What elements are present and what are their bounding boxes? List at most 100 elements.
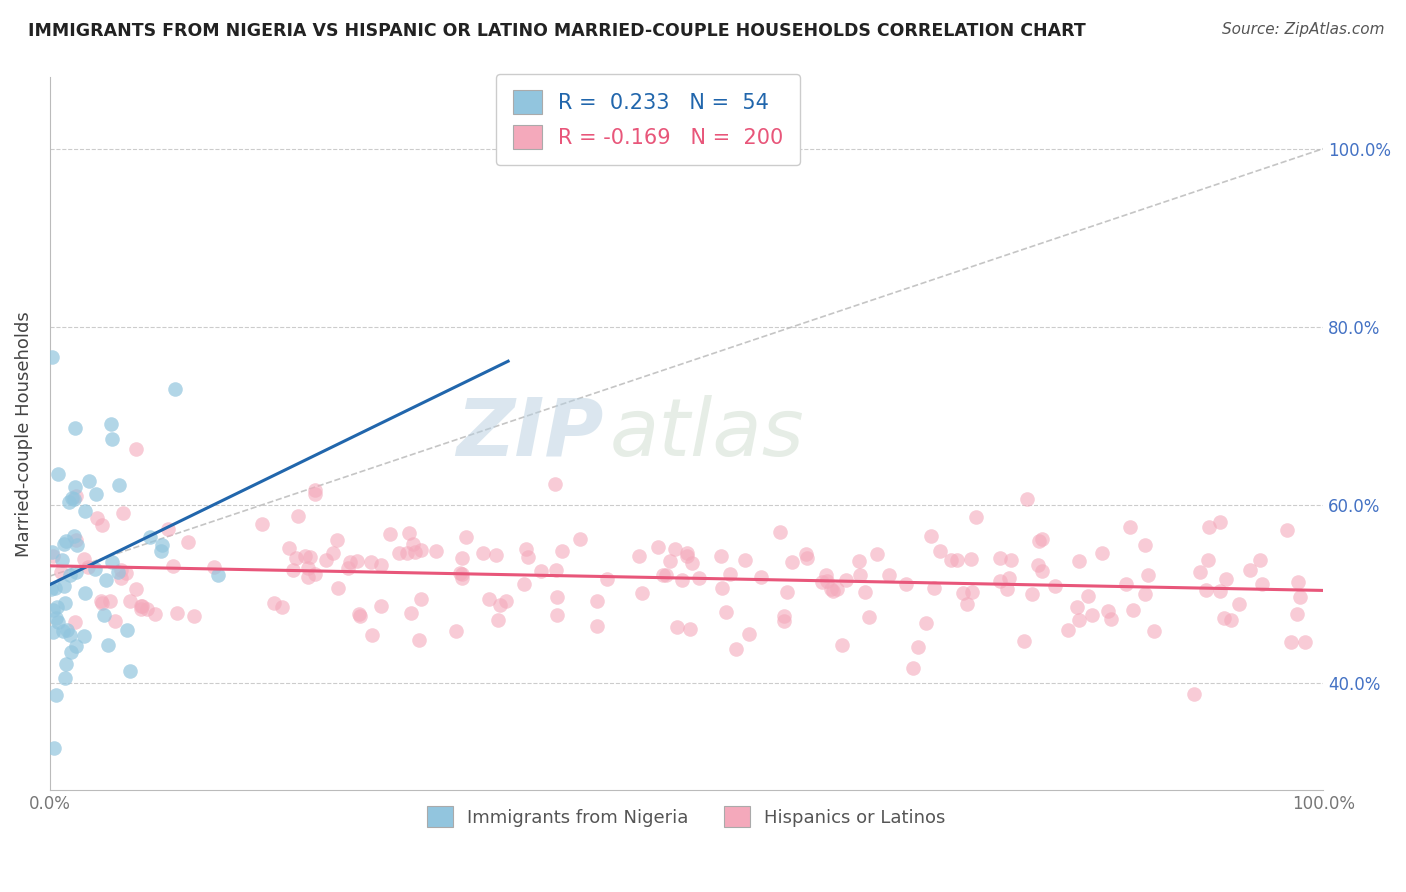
Point	[183, 609, 205, 624]
Point	[1279, 634, 1302, 648]
Point	[129, 602, 152, 616]
Point	[679, 622, 702, 636]
Point	[346, 553, 368, 567]
Point	[120, 593, 142, 607]
Point	[77, 559, 100, 574]
Point	[815, 574, 838, 588]
Point	[63, 480, 86, 494]
Point	[125, 582, 148, 596]
Text: ZIP: ZIP	[457, 394, 603, 473]
Point	[46, 467, 69, 482]
Point	[485, 548, 508, 562]
Point	[100, 417, 122, 431]
Point	[945, 553, 967, 567]
Point	[100, 432, 122, 446]
Point	[710, 549, 733, 563]
Point	[339, 555, 361, 569]
Point	[681, 556, 703, 570]
Point	[42, 549, 65, 563]
Point	[1028, 533, 1050, 548]
Point	[143, 607, 166, 622]
Point	[651, 567, 673, 582]
Point	[139, 530, 162, 544]
Point	[831, 638, 853, 652]
Point	[93, 608, 115, 623]
Point	[176, 534, 198, 549]
Point	[725, 642, 748, 657]
Point	[110, 563, 132, 577]
Point	[796, 551, 818, 566]
Point	[530, 565, 553, 579]
Point	[94, 573, 117, 587]
Point	[294, 549, 316, 564]
Point	[939, 553, 962, 567]
Point	[853, 584, 876, 599]
Point	[72, 552, 94, 566]
Point	[585, 594, 607, 608]
Point	[920, 529, 942, 543]
Text: Source: ZipAtlas.com: Source: ZipAtlas.com	[1222, 22, 1385, 37]
Point	[815, 567, 838, 582]
Point	[129, 599, 152, 613]
Point	[454, 530, 477, 544]
Point	[866, 547, 889, 561]
Point	[336, 561, 359, 575]
Point	[131, 599, 153, 613]
Point	[53, 596, 76, 610]
Point	[304, 487, 326, 501]
Point	[835, 573, 858, 587]
Point	[952, 585, 974, 599]
Point	[91, 517, 114, 532]
Point	[1215, 572, 1237, 586]
Point	[647, 541, 669, 555]
Point	[1067, 613, 1090, 627]
Point	[1137, 568, 1160, 582]
Point	[73, 629, 96, 643]
Point	[586, 619, 609, 633]
Point	[489, 598, 512, 612]
Point	[1212, 611, 1234, 625]
Point	[676, 549, 699, 563]
Point	[546, 608, 568, 623]
Point	[1066, 599, 1088, 614]
Point	[402, 536, 425, 550]
Point	[1043, 578, 1066, 592]
Point	[44, 581, 66, 595]
Point	[1091, 546, 1114, 560]
Point	[120, 665, 142, 679]
Point	[769, 524, 792, 539]
Point	[675, 546, 697, 560]
Point	[97, 638, 120, 652]
Point	[46, 600, 69, 615]
Point	[63, 615, 86, 630]
Point	[1067, 554, 1090, 568]
Point	[86, 511, 108, 525]
Point	[877, 568, 900, 582]
Point	[65, 565, 87, 579]
Point	[1195, 583, 1218, 598]
Point	[1077, 589, 1099, 603]
Point	[688, 571, 710, 585]
Point	[51, 565, 73, 579]
Point	[929, 543, 952, 558]
Point	[63, 421, 86, 435]
Point	[347, 607, 370, 621]
Point	[53, 671, 76, 685]
Point	[1288, 590, 1310, 604]
Point	[1197, 553, 1219, 567]
Point	[1239, 564, 1261, 578]
Point	[811, 575, 834, 590]
Point	[65, 533, 87, 547]
Point	[513, 577, 536, 591]
Point	[451, 551, 474, 566]
Point	[63, 492, 86, 507]
Point	[858, 609, 880, 624]
Point	[655, 567, 678, 582]
Point	[270, 600, 292, 615]
Point	[1219, 613, 1241, 627]
Point	[1115, 577, 1137, 591]
Point	[360, 556, 382, 570]
Text: IMMIGRANTS FROM NIGERIA VS HISPANIC OR LATINO MARRIED-COUPLE HOUSEHOLDS CORRELAT: IMMIGRANTS FROM NIGERIA VS HISPANIC OR L…	[28, 22, 1085, 40]
Point	[252, 516, 274, 531]
Point	[1249, 553, 1271, 567]
